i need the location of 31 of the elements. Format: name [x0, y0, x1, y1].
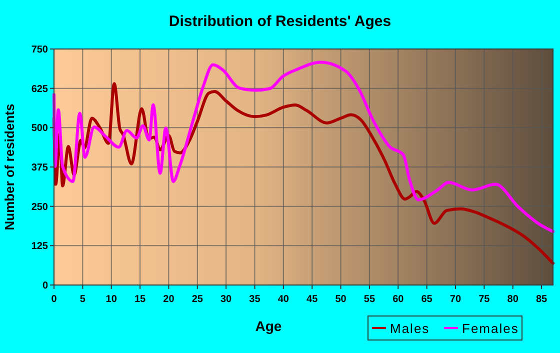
y-tick-label: 0 [42, 280, 48, 292]
x-tick-label: 15 [134, 294, 146, 305]
x-tick-label: 30 [220, 294, 232, 305]
x-tick-label: 70 [450, 294, 462, 305]
line-series [52, 60, 554, 234]
x-tick-label: 40 [278, 294, 290, 305]
x-tick-label: 85 [536, 294, 548, 305]
y-tick-label: 375 [31, 162, 48, 174]
x-tick-label: 65 [421, 294, 433, 305]
x-tick-label: 55 [364, 294, 376, 305]
legend-label: Females [462, 321, 519, 336]
y-tick-label: 125 [31, 241, 48, 252]
x-tick-label: 5 [80, 294, 86, 305]
chart-title: Distribution of Residents' Ages [168, 13, 392, 30]
x-tick-label: 25 [192, 294, 204, 305]
y-tick-label: 500 [31, 123, 48, 134]
y-axis-title: Number of residents [2, 104, 17, 230]
y-tick-label: 750 [31, 44, 48, 56]
x-tick-label: 60 [392, 294, 404, 305]
x-tick-label: 35 [249, 294, 261, 305]
x-tick-label: 20 [163, 294, 175, 305]
x-tick-label: 45 [306, 294, 318, 305]
y-tick-label: 250 [31, 202, 48, 213]
legend-label: Males [390, 321, 430, 336]
x-tick-label: 10 [106, 294, 118, 305]
x-tick-label: 80 [507, 294, 519, 305]
x-tick-label: 50 [335, 294, 347, 305]
x-tick-label: 75 [478, 294, 490, 305]
x-tick-label: 0 [51, 294, 58, 305]
x-axis-title: Age [255, 318, 282, 334]
y-tick-label: 625 [31, 84, 48, 95]
